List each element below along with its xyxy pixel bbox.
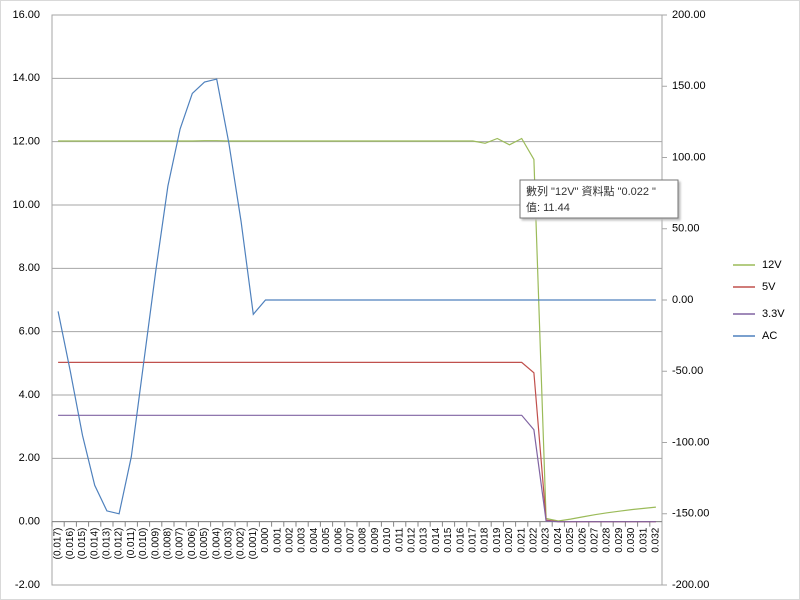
legend-label: 3.3V	[762, 308, 785, 320]
y2-tick-label: -150.00	[672, 508, 709, 520]
series-line	[58, 414, 656, 523]
x-tick-label: (0.004)	[211, 528, 222, 560]
x-tick-label: (0.008)	[163, 528, 174, 560]
tooltip-box	[519, 179, 679, 219]
y-tick-label: 4.00	[19, 389, 40, 401]
x-tick-label: (0.003)	[224, 528, 235, 560]
x-tick-label: 0.011	[394, 527, 405, 552]
x-tick-label: (0.005)	[199, 528, 210, 560]
y2-tick-label: 200.00	[672, 9, 706, 21]
y2-tick-label: 150.00	[672, 80, 706, 92]
x-tick-label: 0.029	[614, 527, 625, 552]
y-tick-label: 2.00	[19, 452, 40, 464]
x-tick-label: 0.028	[602, 527, 613, 552]
x-tick-label: 0.002	[285, 527, 296, 552]
y-tick-label: 6.00	[19, 326, 40, 338]
y2-tick-label: -100.00	[672, 436, 709, 448]
legend-label: 5V	[762, 281, 776, 293]
x-tick-label: (0.012)	[114, 528, 125, 560]
x-tick-label: (0.001)	[248, 528, 259, 560]
y2-tick-label: -50.00	[672, 365, 703, 377]
y-tick-label: 14.00	[12, 72, 40, 84]
x-tick-label: 0.032	[651, 527, 662, 552]
x-tick-label: (0.006)	[187, 528, 198, 560]
x-tick-label: (0.011)	[126, 528, 137, 559]
x-tick-label: 0.004	[309, 527, 320, 552]
x-tick-label: 0.023	[541, 527, 552, 552]
y-tick-label: -2.00	[15, 579, 40, 591]
x-tick-label: (0.007)	[175, 528, 186, 560]
y2-tick-label: 100.00	[672, 151, 706, 163]
x-tick-label: (0.002)	[236, 528, 247, 560]
x-tick-label: 0.031	[638, 527, 649, 552]
x-tick-label: (0.013)	[102, 528, 113, 560]
y2-tick-label: 50.00	[672, 223, 700, 235]
x-tick-label: 0.017	[468, 527, 479, 552]
x-tick-label: 0.014	[431, 527, 442, 552]
x-tick-label: 0.001	[272, 527, 283, 552]
x-tick-label: 0.016	[455, 527, 466, 552]
x-tick-label: 0.018	[480, 527, 491, 552]
y-tick-label: 10.00	[12, 199, 40, 211]
x-tick-label: 0.026	[577, 527, 588, 552]
x-tick-label: 0.006	[333, 527, 344, 552]
x-tick-label: (0.014)	[89, 528, 100, 560]
x-tick-label: 0.007	[346, 527, 357, 552]
y2-tick-label: 0.00	[672, 294, 693, 306]
x-tick-label: (0.010)	[138, 528, 149, 560]
x-tick-label: (0.016)	[65, 528, 76, 560]
x-tick-label: 0.025	[565, 527, 576, 552]
series-line	[58, 137, 656, 522]
x-tick-label: 0.013	[419, 527, 430, 552]
y-tick-label: 0.00	[19, 516, 40, 528]
y-tick-label: 12.00	[12, 136, 40, 148]
x-tick-label: 0.019	[492, 527, 503, 552]
legend-label: AC	[762, 330, 777, 342]
tooltip-text: 數列 "12V" 資料點 "0.022 "	[526, 184, 656, 198]
x-tick-label: (0.009)	[150, 528, 161, 560]
tooltip-text: 值: 11.44	[526, 201, 570, 214]
x-tick-label: 0.009	[370, 527, 381, 552]
x-tick-label: 0.012	[407, 527, 418, 552]
x-tick-label: (0.017)	[53, 528, 64, 560]
x-tick-label: 0.022	[529, 527, 540, 552]
x-tick-label: 0.020	[504, 527, 515, 552]
x-tick-label: 0.024	[553, 527, 564, 552]
y-tick-label: 16.00	[12, 9, 40, 21]
x-tick-label: 0.000	[260, 527, 271, 552]
x-tick-label: 0.030	[626, 527, 637, 552]
x-tick-label: 0.005	[321, 527, 332, 552]
x-tick-label: 0.008	[358, 527, 369, 552]
x-tick-label: 0.010	[382, 527, 393, 552]
x-tick-label: (0.015)	[77, 528, 88, 560]
y2-tick-label: -200.00	[672, 579, 709, 591]
x-tick-label: 0.027	[590, 527, 601, 552]
legend-label: 12V	[762, 259, 782, 271]
series-line	[57, 78, 656, 515]
x-tick-label: 0.003	[297, 527, 308, 552]
y-tick-label: 8.00	[19, 262, 40, 274]
x-tick-label: 0.021	[516, 527, 527, 552]
x-tick-label: 0.015	[443, 527, 454, 552]
